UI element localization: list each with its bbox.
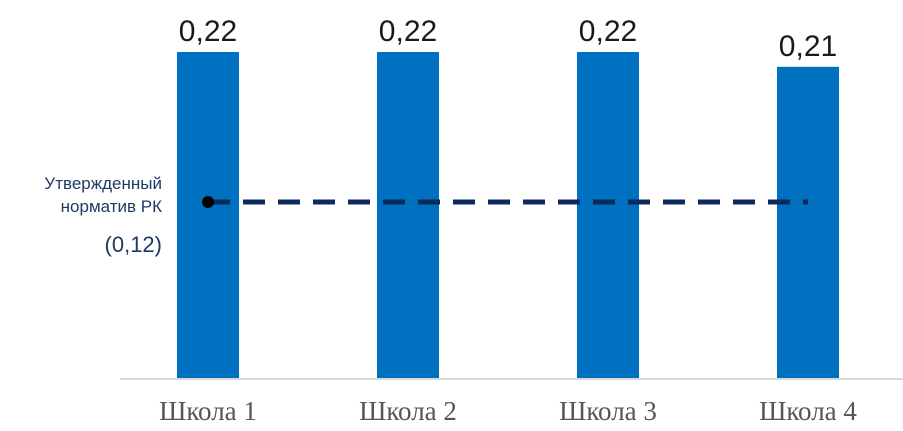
category-labels-group: Школа 1 Школа 2 Школа 3 Школа 4 bbox=[159, 396, 857, 426]
reference-point bbox=[202, 196, 214, 208]
value-label-1: 0,22 bbox=[179, 15, 237, 48]
reference-label-line2: норматив РК bbox=[61, 197, 162, 216]
value-label-2: 0,22 bbox=[379, 15, 437, 48]
bar-3 bbox=[577, 52, 639, 378]
reference-line-group: Утвержденный норматив РК (0,12) bbox=[44, 174, 808, 257]
category-label-4: Школа 4 bbox=[759, 396, 857, 426]
category-label-1: Школа 1 bbox=[159, 396, 257, 426]
bar-2 bbox=[377, 52, 439, 378]
category-label-3: Школа 3 bbox=[559, 396, 657, 426]
value-label-4: 0,21 bbox=[779, 30, 837, 63]
reference-label-line1: Утвержденный bbox=[44, 174, 162, 193]
value-label-3: 0,22 bbox=[579, 15, 637, 48]
bar-4 bbox=[777, 66, 839, 379]
reference-value-label: (0,12) bbox=[105, 232, 162, 257]
bars-group bbox=[177, 52, 839, 379]
category-label-2: Школа 2 bbox=[359, 396, 457, 426]
bar-1 bbox=[177, 52, 239, 378]
value-labels-group: 0,22 0,22 0,22 0,21 bbox=[179, 15, 837, 63]
